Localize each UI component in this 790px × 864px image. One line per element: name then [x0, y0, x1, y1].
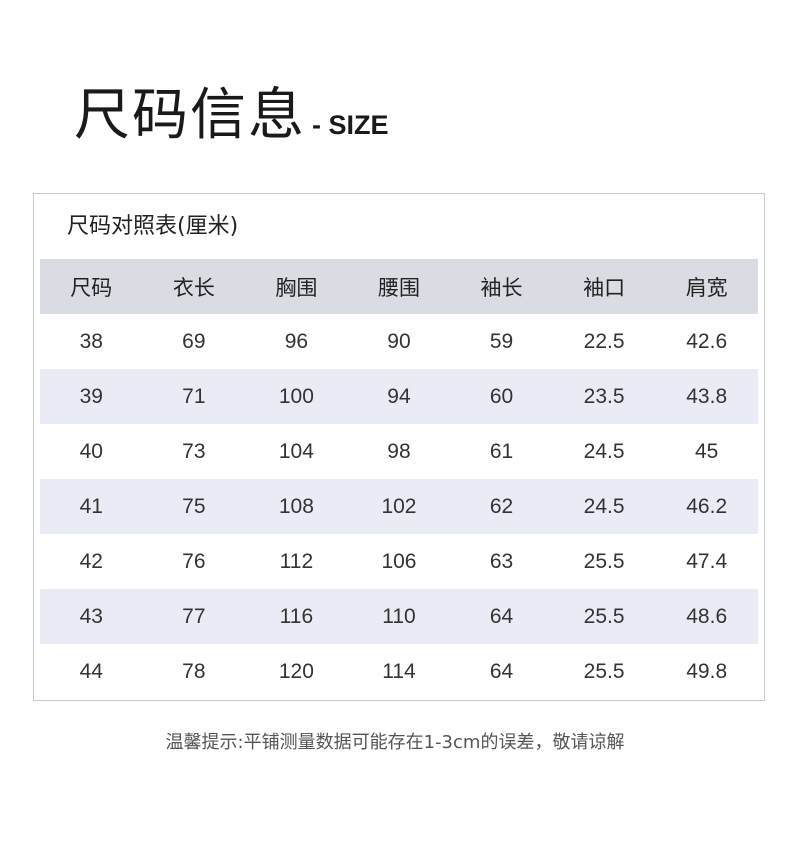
table-cell: 38 — [79, 329, 103, 353]
table-row: 38 69 96 90 59 22.5 42.6 — [40, 314, 758, 369]
table-cell: 22.5 — [583, 329, 625, 353]
table-cell: 75 — [182, 494, 206, 518]
table-row: 40 73 104 98 61 24.5 45 — [40, 424, 758, 479]
column-header: 袖长 — [480, 275, 523, 300]
column-header: 袖口 — [583, 275, 626, 300]
header-row: 尺码 衣长 胸围 腰围 袖长 袖口 肩宽 — [40, 259, 758, 314]
table-row: 44 78 120 114 64 25.5 49.8 — [40, 644, 758, 699]
table-cell: 46.2 — [686, 494, 728, 518]
size-chart: 尺码对照表(厘米) 尺码 衣长 胸围 腰围 袖长 袖口 肩宽 38 69 96 90 59 22.5 4… — [33, 193, 765, 701]
table-cell: 102 — [381, 494, 417, 518]
table-cell: 78 — [182, 659, 206, 683]
size-table: 尺码 衣长 胸围 腰围 袖长 袖口 肩宽 38 69 96 90 59 22.5 42.6 39 71 100… — [40, 259, 758, 699]
table-cell: 73 — [182, 439, 206, 463]
table-cell: 40 — [79, 439, 103, 463]
table-cell: 114 — [382, 659, 416, 683]
table-row: 43 77 116 110 64 25.5 48.6 — [40, 589, 758, 644]
table-cell: 64 — [489, 604, 514, 628]
table-cell: 41 — [79, 494, 103, 518]
table-cell: 24.5 — [583, 494, 625, 518]
table-cell: 112 — [279, 549, 314, 573]
table-cell: 61 — [489, 439, 514, 463]
title-english: - SIZE — [312, 110, 389, 140]
title-chinese: 尺码信息 — [74, 83, 306, 148]
column-header: 胸围 — [275, 275, 318, 300]
table-cell: 96 — [284, 329, 309, 353]
table-cell: 98 — [387, 439, 411, 463]
table-cell: 60 — [489, 384, 514, 408]
table-cell: 59 — [489, 329, 514, 353]
table-cell: 100 — [278, 384, 314, 408]
table-cell: 120 — [278, 659, 314, 683]
table-cell: 116 — [279, 604, 314, 628]
table-cell: 76 — [182, 549, 206, 573]
table-row: 39 71 100 94 60 23.5 43.8 — [40, 369, 758, 424]
table-cell: 25.5 — [583, 659, 625, 683]
table-cell: 63 — [489, 549, 514, 573]
table-cell: 45 — [695, 439, 719, 463]
table-cell: 39 — [79, 384, 103, 408]
table-row: 42 76 112 106 63 25.5 47.4 — [40, 534, 758, 589]
table-cell: 62 — [489, 494, 514, 518]
table-cell: 69 — [182, 329, 206, 353]
table-row: 41 75 108 102 62 24.5 46.2 — [40, 479, 758, 534]
table-cell: 25.5 — [583, 549, 625, 573]
column-header: 衣长 — [172, 275, 215, 300]
table-cell: 106 — [381, 549, 417, 573]
table-cell: 42 — [79, 549, 103, 573]
measurement-note: 温馨提示:平铺测量数据可能存在1-3cm的误差，敬请谅解 — [165, 732, 625, 753]
table-cell: 94 — [387, 384, 411, 408]
table-cell: 90 — [387, 329, 411, 353]
table-cell: 42.6 — [686, 329, 728, 353]
table-cell: 24.5 — [583, 439, 625, 463]
table-cell: 25.5 — [583, 604, 625, 628]
table-cell: 104 — [278, 439, 314, 463]
table-caption: 尺码对照表(厘米) — [67, 214, 239, 239]
column-header: 腰围 — [377, 275, 420, 300]
table-cell: 43 — [79, 604, 103, 628]
page-title: 尺码信息 - SIZE — [74, 70, 389, 151]
column-header: 肩宽 — [685, 275, 728, 300]
table-cell: 64 — [489, 659, 514, 683]
column-header: 尺码 — [70, 275, 113, 300]
table-cell: 108 — [278, 494, 314, 518]
table-cell: 48.6 — [686, 604, 728, 628]
table-cell: 71 — [182, 384, 206, 408]
table-cell: 49.8 — [686, 659, 728, 683]
table-cell: 44 — [79, 659, 103, 683]
table-cell: 77 — [182, 604, 206, 628]
table-cell: 43.8 — [686, 384, 728, 408]
table-cell: 23.5 — [583, 384, 625, 408]
table-cell: 110 — [382, 604, 416, 628]
table-cell: 47.4 — [686, 549, 728, 573]
